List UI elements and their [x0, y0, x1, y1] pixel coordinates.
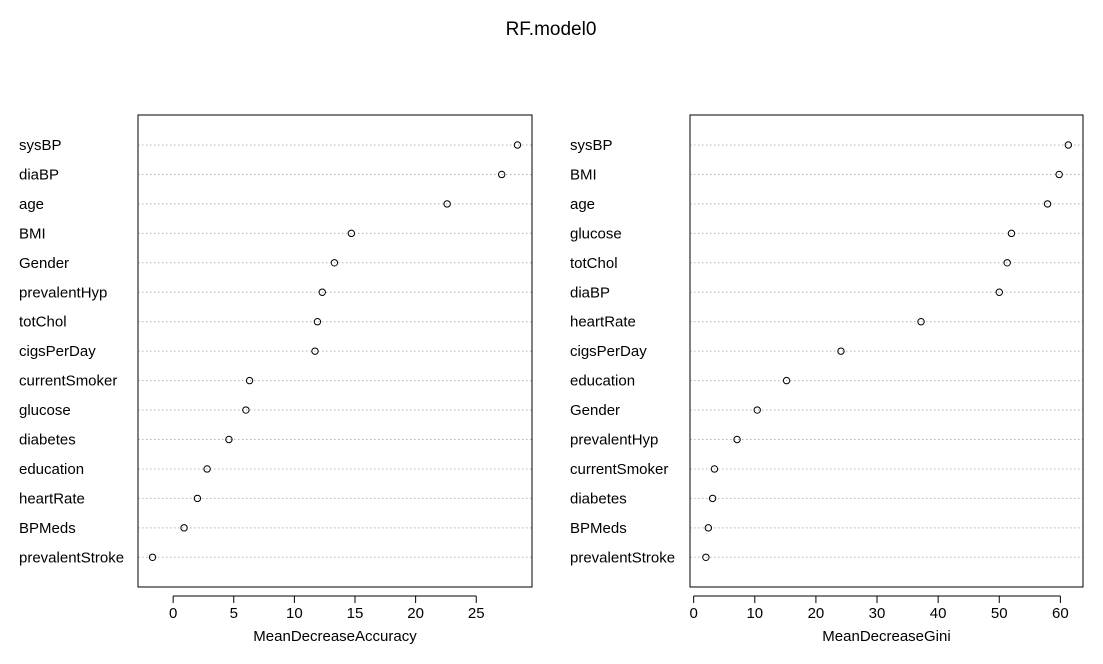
point-heart-rate [193, 494, 202, 503]
point-bpmeds [180, 524, 188, 532]
row-label-sys-bp: sysBP [570, 137, 613, 154]
point-bmi [1055, 170, 1063, 179]
point-dia-bp [497, 170, 506, 179]
panel-mean-decrease-accuracy: sysBP diaBP age BMI Gender prevalentHyp totCho… [19, 114, 533, 645]
row-label-age: age [19, 196, 44, 213]
point-education [782, 376, 791, 385]
x-tick-label-15: 15 [347, 605, 364, 622]
x-tick-label-40: 40 [930, 605, 947, 622]
row-label-diabetes: diabetes [570, 490, 627, 507]
x-tick-label-60: 60 [1052, 605, 1069, 622]
row-label-dia-bp: diaBP [570, 284, 610, 301]
point-dia-bp [995, 288, 1003, 296]
point-sys-bp [513, 141, 522, 149]
point-bmi [347, 229, 356, 238]
point-diabetes [708, 494, 717, 503]
row-label-age: age [570, 196, 595, 213]
point-prevalent-hyp [733, 435, 741, 444]
row-label-gender: Gender [19, 255, 69, 272]
row-label-dia-bp: diaBP [19, 166, 59, 183]
point-prevalent-hyp [318, 288, 326, 296]
row-label-bmi: BMI [570, 166, 597, 183]
x-tick-label-10: 10 [286, 605, 303, 622]
point-bpmeds [704, 524, 713, 532]
row-label-cigs-per-day: cigsPerDay [570, 343, 647, 360]
point-prevalent-stroke [702, 553, 710, 561]
point-glucose [242, 406, 250, 414]
point-diabetes [225, 435, 233, 444]
point-current-smoker [710, 465, 719, 473]
x-tick-label-0: 0 [689, 605, 697, 622]
point-cigs-per-day [837, 347, 845, 355]
row-label-heart-rate: heartRate [19, 490, 85, 507]
row-label-prevalent-hyp: prevalentHyp [570, 432, 658, 449]
row-label-bpmeds: BPMeds [570, 520, 627, 537]
point-prevalent-stroke [148, 553, 157, 561]
row-label-sys-bp: sysBP [19, 137, 62, 154]
x-tick-label-0: 0 [169, 605, 177, 622]
row-label-tot-chol: totChol [570, 255, 618, 272]
chart-title: RF.model0 [506, 19, 597, 40]
point-tot-chol [1003, 259, 1011, 267]
point-glucose [1007, 229, 1016, 238]
row-label-glucose: glucose [570, 225, 622, 242]
x-tick-label-50: 50 [991, 605, 1008, 622]
x-tick-label-20: 20 [808, 605, 825, 622]
x-tick-label-30: 30 [869, 605, 886, 622]
plot-frame [689, 114, 1084, 588]
row-label-tot-chol: totChol [19, 314, 67, 331]
row-label-gender: Gender [570, 402, 620, 419]
x-tick-label-10: 10 [746, 605, 763, 622]
x-tick-label-20: 20 [407, 605, 424, 622]
row-label-education: education [570, 373, 635, 390]
point-gender [330, 259, 339, 267]
row-label-prevalent-stroke: prevalentStroke [570, 549, 675, 566]
row-label-bpmeds: BPMeds [19, 520, 76, 537]
row-label-prevalent-stroke: prevalentStroke [19, 549, 124, 566]
plot-frame [137, 114, 533, 588]
x-tick-label-5: 5 [230, 605, 238, 622]
row-label-education: education [19, 461, 84, 478]
row-label-diabetes: diabetes [19, 432, 76, 449]
point-gender [753, 406, 761, 414]
point-cigs-per-day [311, 347, 319, 355]
row-label-current-smoker: currentSmoker [19, 373, 117, 390]
row-label-glucose: glucose [19, 402, 71, 419]
x-axis-title: MeanDecreaseAccuracy [253, 628, 417, 645]
panel-mean-decrease-gini: sysBP BMI age glucose totChol diaBP heartRate c… [570, 114, 1084, 645]
row-label-heart-rate: heartRate [570, 314, 636, 331]
point-age [443, 200, 451, 208]
x-tick-label-25: 25 [468, 605, 485, 622]
point-education [203, 465, 211, 473]
point-heart-rate [917, 318, 925, 326]
point-tot-chol [313, 318, 322, 326]
row-label-prevalent-hyp: prevalentHyp [19, 284, 107, 301]
point-age [1043, 200, 1052, 208]
row-label-current-smoker: currentSmoker [570, 461, 668, 478]
point-current-smoker [245, 376, 254, 385]
x-axis-title: MeanDecreaseGini [822, 628, 950, 645]
point-sys-bp [1064, 141, 1073, 149]
row-label-bmi: BMI [19, 225, 46, 242]
row-label-cigs-per-day: cigsPerDay [19, 343, 96, 360]
